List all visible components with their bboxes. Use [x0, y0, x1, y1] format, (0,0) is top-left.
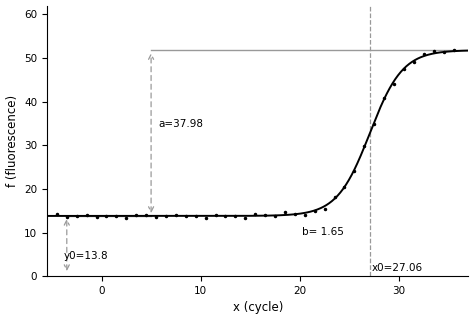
Text: x0=27.06: x0=27.06	[372, 263, 423, 273]
Text: b= 1.65: b= 1.65	[302, 227, 344, 237]
Text: a=37.98: a=37.98	[158, 118, 203, 129]
X-axis label: x (cycle): x (cycle)	[233, 301, 283, 315]
Y-axis label: f (fluorescence): f (fluorescence)	[6, 95, 18, 187]
Text: y0=13.8: y0=13.8	[64, 251, 109, 261]
